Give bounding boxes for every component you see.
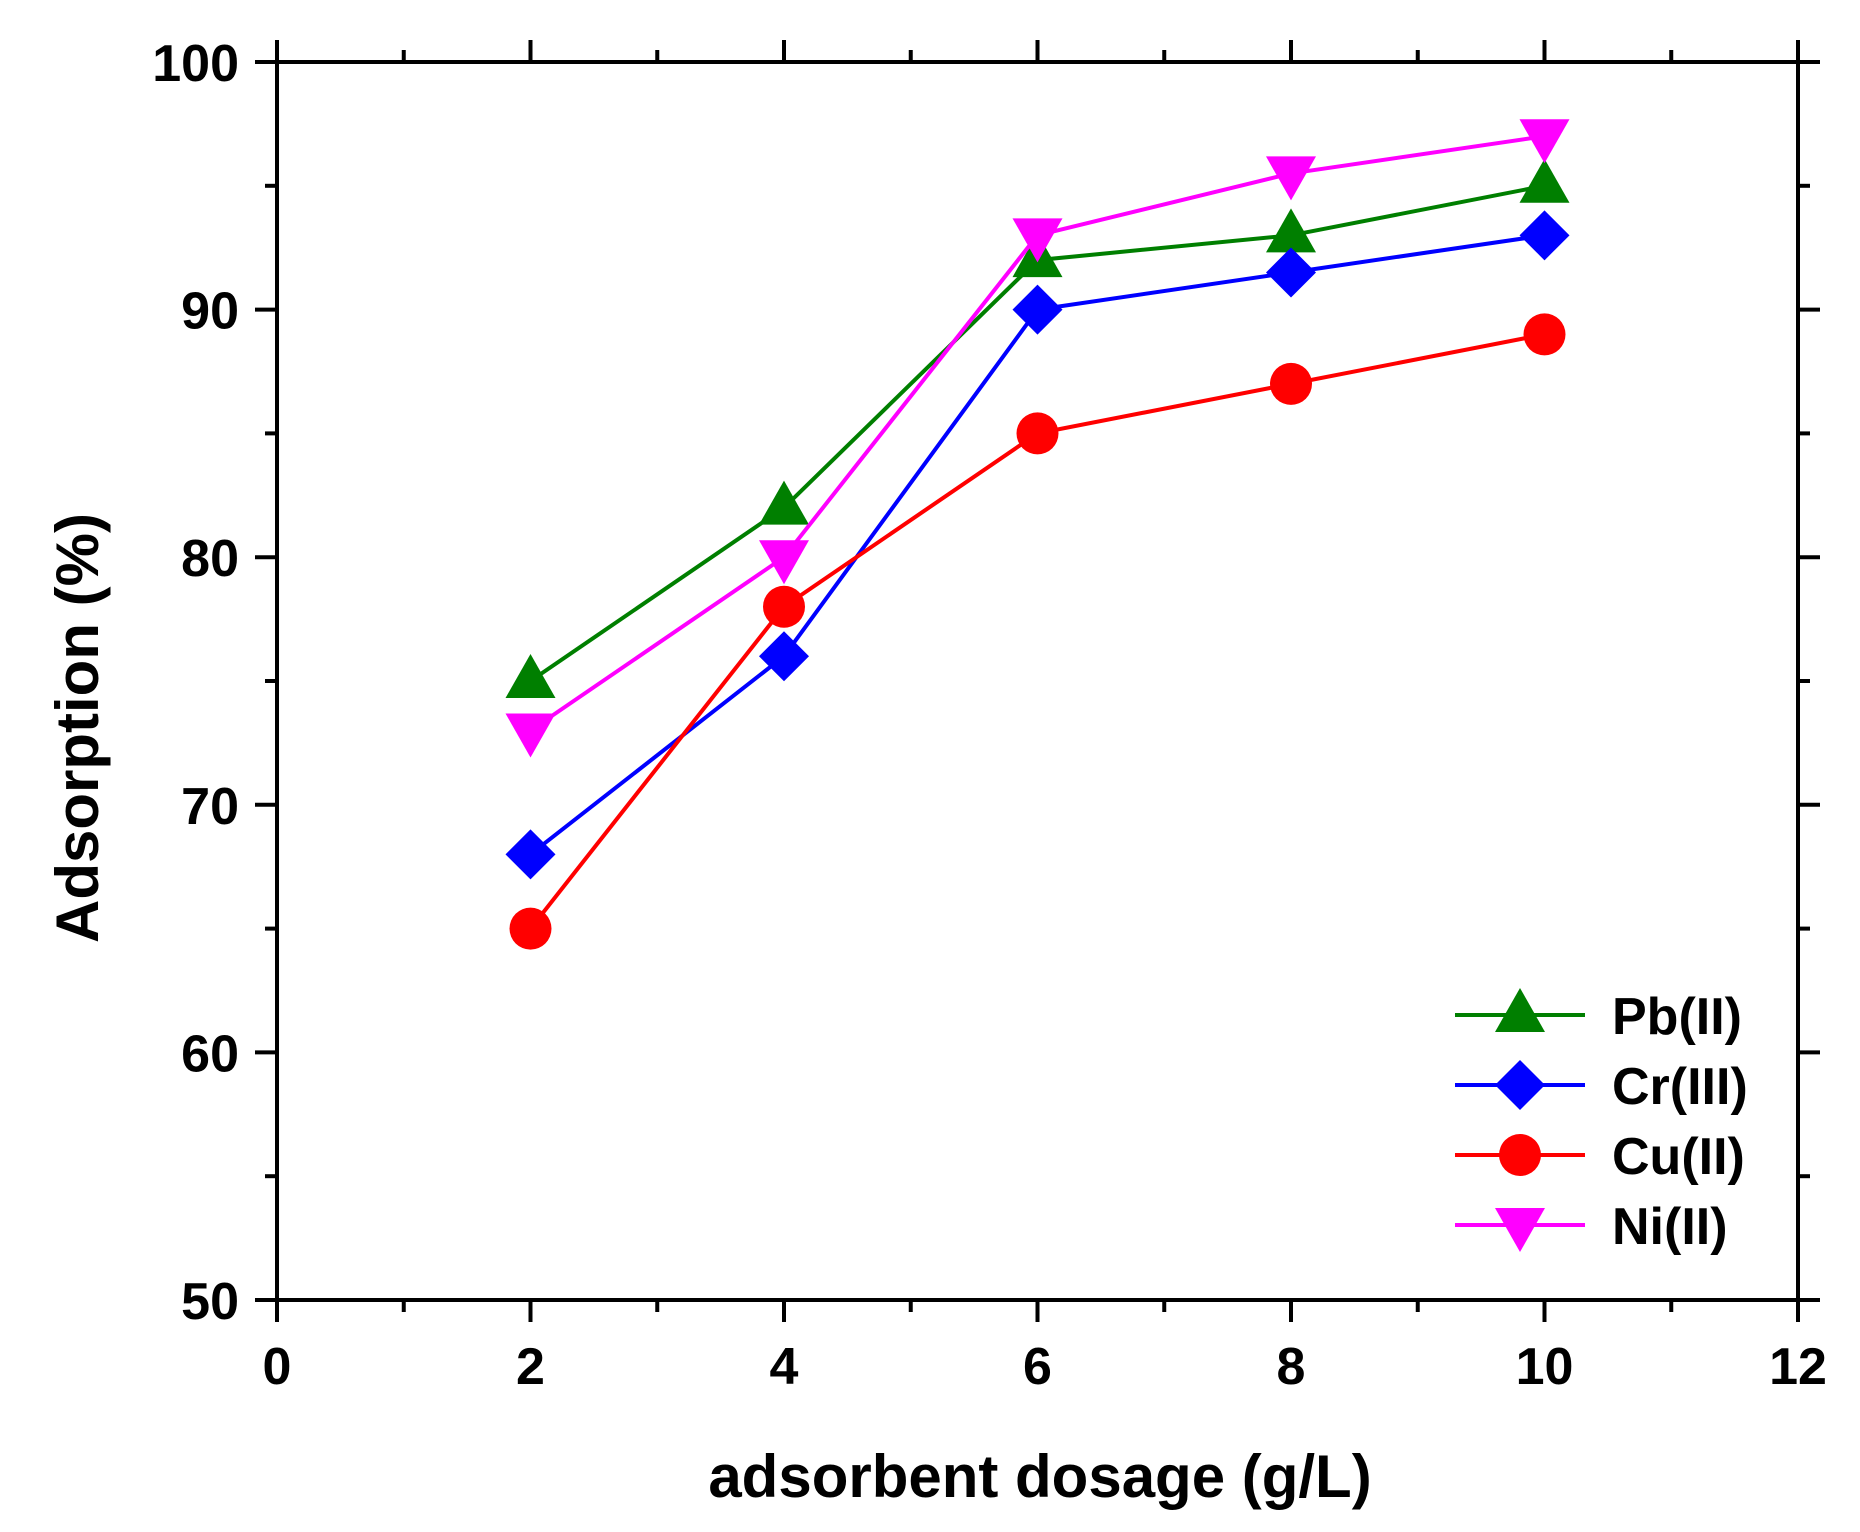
data-point-cr-iii	[759, 631, 809, 682]
y-tick-label: 100	[152, 35, 239, 93]
legend-marker	[1495, 1060, 1545, 1110]
data-point-cu-ii	[1270, 362, 1312, 405]
legend-label: Cu(II)	[1612, 1128, 1745, 1186]
axes: 0 2 4 6 8 10 12 50 60 70 80 90 100	[152, 35, 1827, 1396]
x-tick-label: 2	[516, 1338, 545, 1396]
data-point-cr-iii	[1519, 210, 1570, 261]
y-tick-label: 80	[181, 530, 239, 588]
data-point-ni-ii	[505, 713, 556, 758]
data-point-ni-ii	[1519, 119, 1570, 164]
y-tick-label: 50	[181, 1273, 239, 1331]
series-cr-iii	[505, 210, 1570, 880]
x-tick-label: 0	[263, 1338, 292, 1396]
data-point-pb-ii	[505, 654, 556, 698]
legend-item-pb-ii: Pb(II)	[1455, 988, 1742, 1046]
y-tick-label: 60	[181, 1025, 239, 1083]
legend-label: Ni(II)	[1612, 1198, 1728, 1256]
legend-item-cu-ii: Cu(II)	[1455, 1128, 1745, 1186]
y-axis-label: Adsorption (%)	[44, 513, 111, 943]
data-point-pb-ii	[1519, 158, 1570, 203]
data-point-cr-iii	[505, 829, 556, 880]
data-point-cr-iii	[1266, 247, 1316, 298]
data-point-cu-ii	[509, 907, 552, 950]
legend: Pb(II) Cr(III) Cu(II) Ni(II)	[1455, 988, 1748, 1256]
x-tick-label: 4	[770, 1338, 799, 1396]
data-point-cu-ii	[1016, 412, 1059, 455]
legend-marker	[1495, 1208, 1545, 1252]
data-point-cr-iii	[1012, 284, 1063, 335]
data-point-pb-ii	[1266, 208, 1316, 253]
x-axis-label: adsorbent dosage (g/L)	[708, 1443, 1371, 1510]
legend-item-cr-iii: Cr(III)	[1455, 1058, 1748, 1116]
data-point-pb-ii	[759, 480, 809, 525]
data-point-ni-ii	[759, 540, 809, 585]
series-layer	[505, 119, 1570, 950]
x-tick-label: 10	[1516, 1338, 1574, 1396]
legend-item-ni-ii: Ni(II)	[1455, 1198, 1728, 1256]
legend-marker	[1495, 988, 1545, 1032]
data-point-cu-ii	[763, 585, 805, 628]
x-tick-label: 6	[1023, 1338, 1052, 1396]
data-point-ni-ii	[1012, 218, 1063, 263]
x-tick-label: 8	[1277, 1338, 1306, 1396]
legend-label: Cr(III)	[1612, 1058, 1748, 1116]
data-point-cu-ii	[1523, 313, 1566, 356]
series-cu-ii	[509, 313, 1566, 950]
legend-label: Pb(II)	[1612, 988, 1742, 1046]
legend-marker	[1499, 1134, 1541, 1176]
y-tick-label: 90	[181, 283, 239, 341]
series-ni-ii	[505, 119, 1570, 758]
y-tick-label: 70	[181, 778, 239, 836]
x-tick-label: 12	[1769, 1338, 1827, 1396]
data-point-ni-ii	[1266, 156, 1316, 201]
